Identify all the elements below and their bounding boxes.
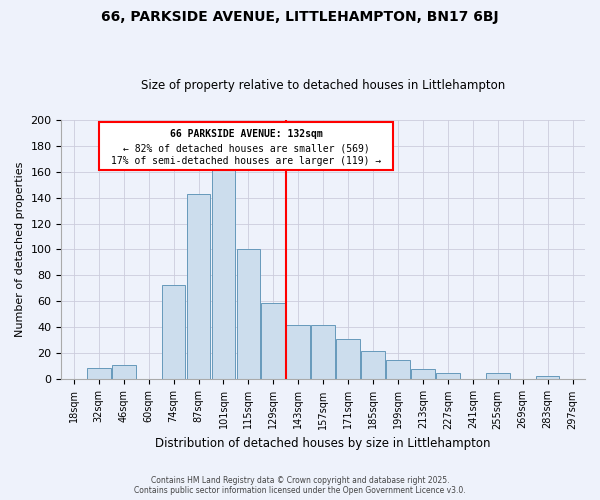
Bar — [187, 194, 211, 380]
Text: 66, PARKSIDE AVENUE, LITTLEHAMPTON, BN17 6BJ: 66, PARKSIDE AVENUE, LITTLEHAMPTON, BN17… — [101, 10, 499, 24]
Bar — [386, 360, 410, 380]
Bar — [361, 351, 385, 380]
X-axis label: Distribution of detached houses by size in Littlehampton: Distribution of detached houses by size … — [155, 437, 491, 450]
Bar — [162, 284, 185, 380]
Bar — [212, 162, 235, 380]
Title: Size of property relative to detached houses in Littlehampton: Size of property relative to detached ho… — [141, 79, 505, 92]
Bar — [286, 325, 310, 380]
Bar — [336, 339, 360, 380]
Bar — [87, 368, 110, 380]
Text: 17% of semi-detached houses are larger (119) →: 17% of semi-detached houses are larger (… — [111, 156, 381, 166]
Bar — [411, 369, 435, 380]
Bar — [486, 373, 509, 380]
Y-axis label: Number of detached properties: Number of detached properties — [15, 162, 25, 337]
Bar — [112, 365, 136, 380]
FancyBboxPatch shape — [99, 122, 393, 170]
Text: Contains HM Land Registry data © Crown copyright and database right 2025.
Contai: Contains HM Land Registry data © Crown c… — [134, 476, 466, 495]
Bar — [262, 303, 285, 380]
Text: ← 82% of detached houses are smaller (569): ← 82% of detached houses are smaller (56… — [122, 143, 369, 153]
Bar — [536, 376, 559, 380]
Bar — [311, 325, 335, 380]
Bar — [436, 373, 460, 380]
Text: 66 PARKSIDE AVENUE: 132sqm: 66 PARKSIDE AVENUE: 132sqm — [170, 129, 322, 139]
Bar — [236, 250, 260, 380]
